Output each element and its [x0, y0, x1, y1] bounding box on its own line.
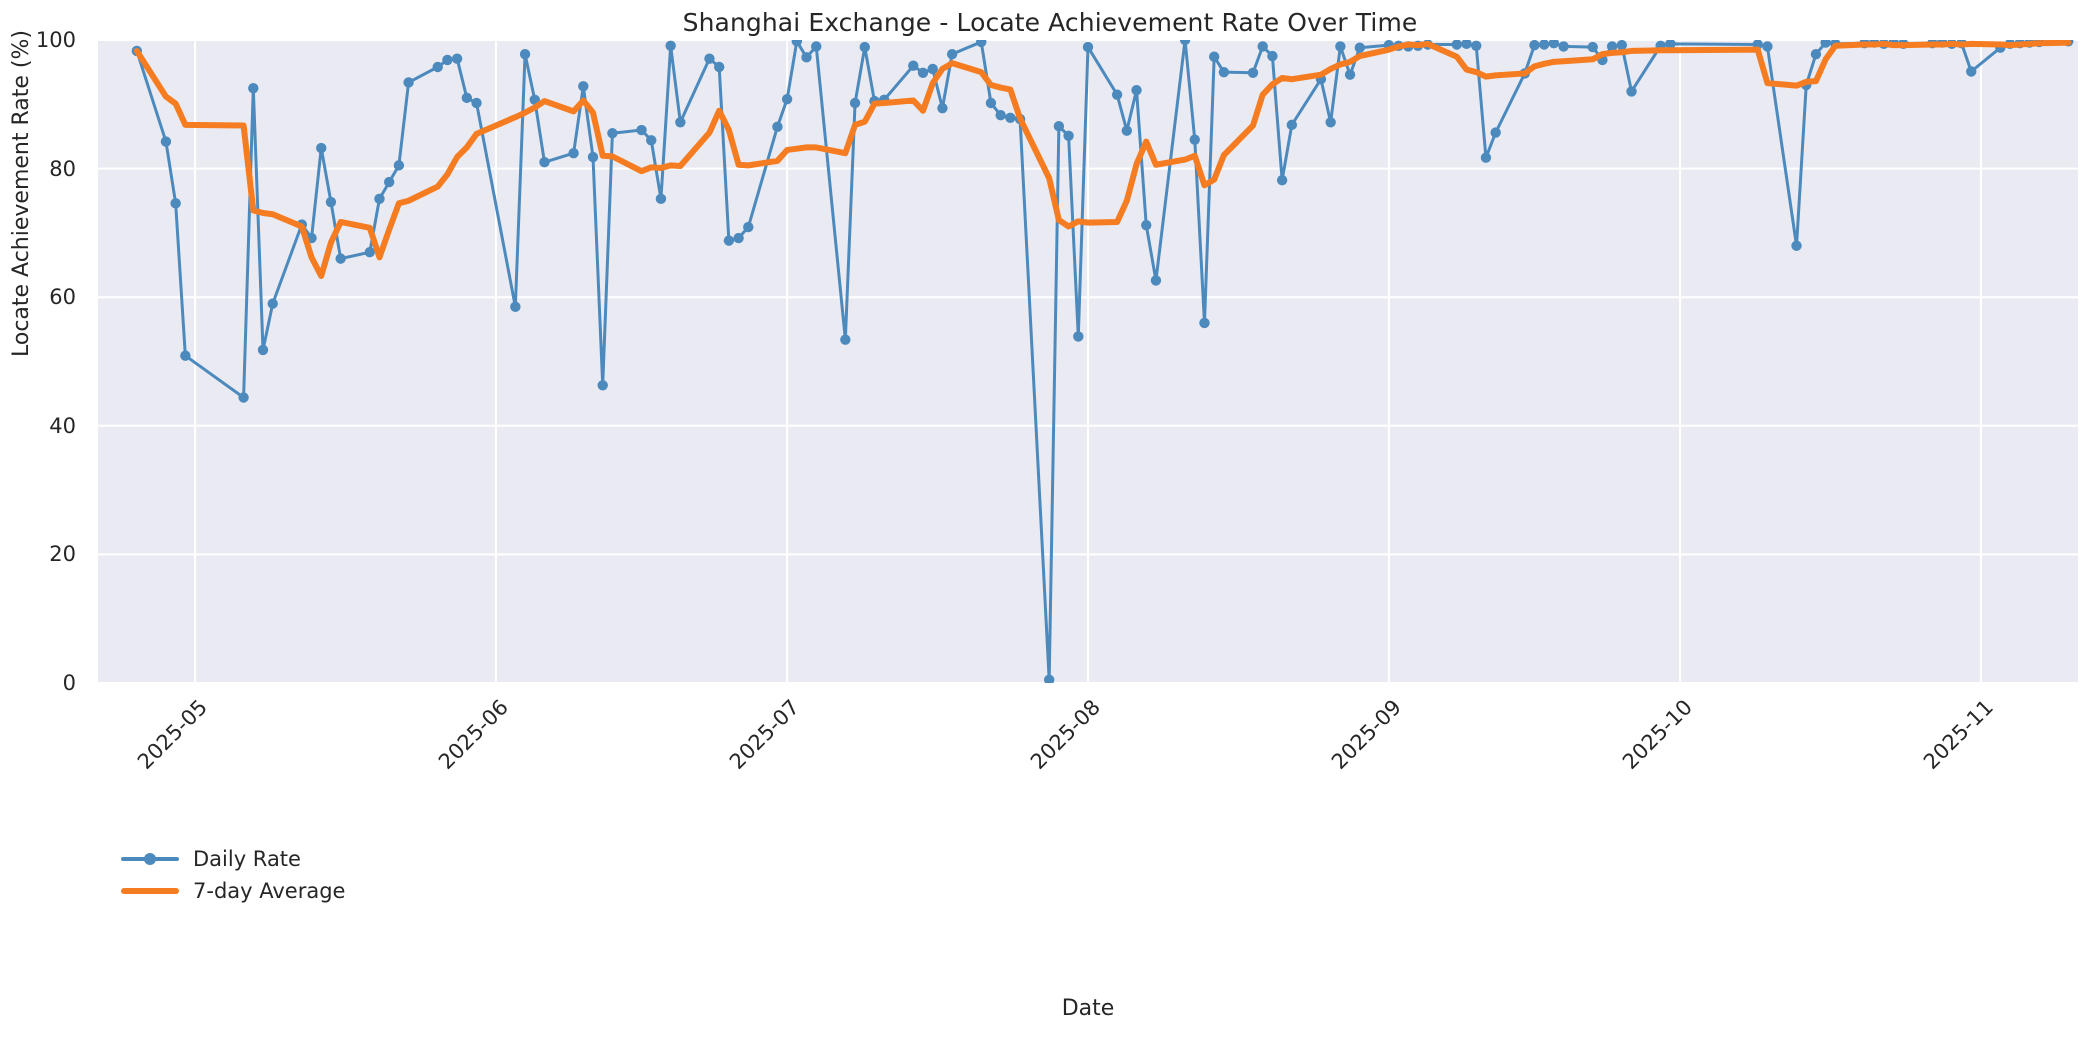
- chart-title: Shanghai Exchange - Locate Achievement R…: [682, 8, 1418, 37]
- x-tick-2025-10: 2025-10: [1617, 695, 1698, 775]
- y-tick-40: 40: [49, 413, 76, 438]
- y-tick-80: 80: [49, 156, 76, 181]
- series-line-7-day-average: [137, 43, 2068, 276]
- x-tick-2025-08: 2025-08: [1025, 695, 1105, 775]
- data-series-layer: [131, 40, 2074, 683]
- legend-line-icon-daily-rate: [121, 848, 179, 870]
- legend-line-icon-seven-day-average: [121, 880, 179, 902]
- legend-item-seven-day-average[interactable]: 7-day Average: [121, 879, 346, 903]
- legend-item-daily-rate[interactable]: Daily Rate: [121, 847, 345, 871]
- y-tick-20: 20: [49, 542, 76, 567]
- y-tick-0: 0: [62, 671, 76, 695]
- x-axis-tick-labels: 2025-05 2025-06 2025-07 2025-08 2025-09 2025-…: [98, 683, 2078, 833]
- x-tick-2025-07: 2025-07: [725, 695, 805, 775]
- x-tick-2025-06: 2025-06: [433, 695, 513, 775]
- x-axis-title: Date: [1061, 996, 1115, 1021]
- series-line-daily-rate: [137, 40, 2068, 680]
- legend-label-seven-day-average: 7-day Average: [193, 879, 346, 903]
- x-tick-2025-09: 2025-09: [1326, 695, 1406, 775]
- series-markers-daily-rate: [131, 40, 2074, 683]
- y-axis-tick-labels: 0 20 40 60 80 100: [0, 28, 88, 695]
- plot-area: [98, 40, 2078, 683]
- x-tick-2025-11: 2025-11: [1918, 695, 1998, 775]
- y-tick-60: 60: [49, 285, 76, 310]
- chart-legend: Daily Rate 7-day Average: [115, 842, 355, 908]
- y-tick-100: 100: [35, 28, 76, 52]
- legend-label-daily-rate: Daily Rate: [193, 847, 301, 871]
- x-tick-2025-05: 2025-05: [132, 695, 213, 775]
